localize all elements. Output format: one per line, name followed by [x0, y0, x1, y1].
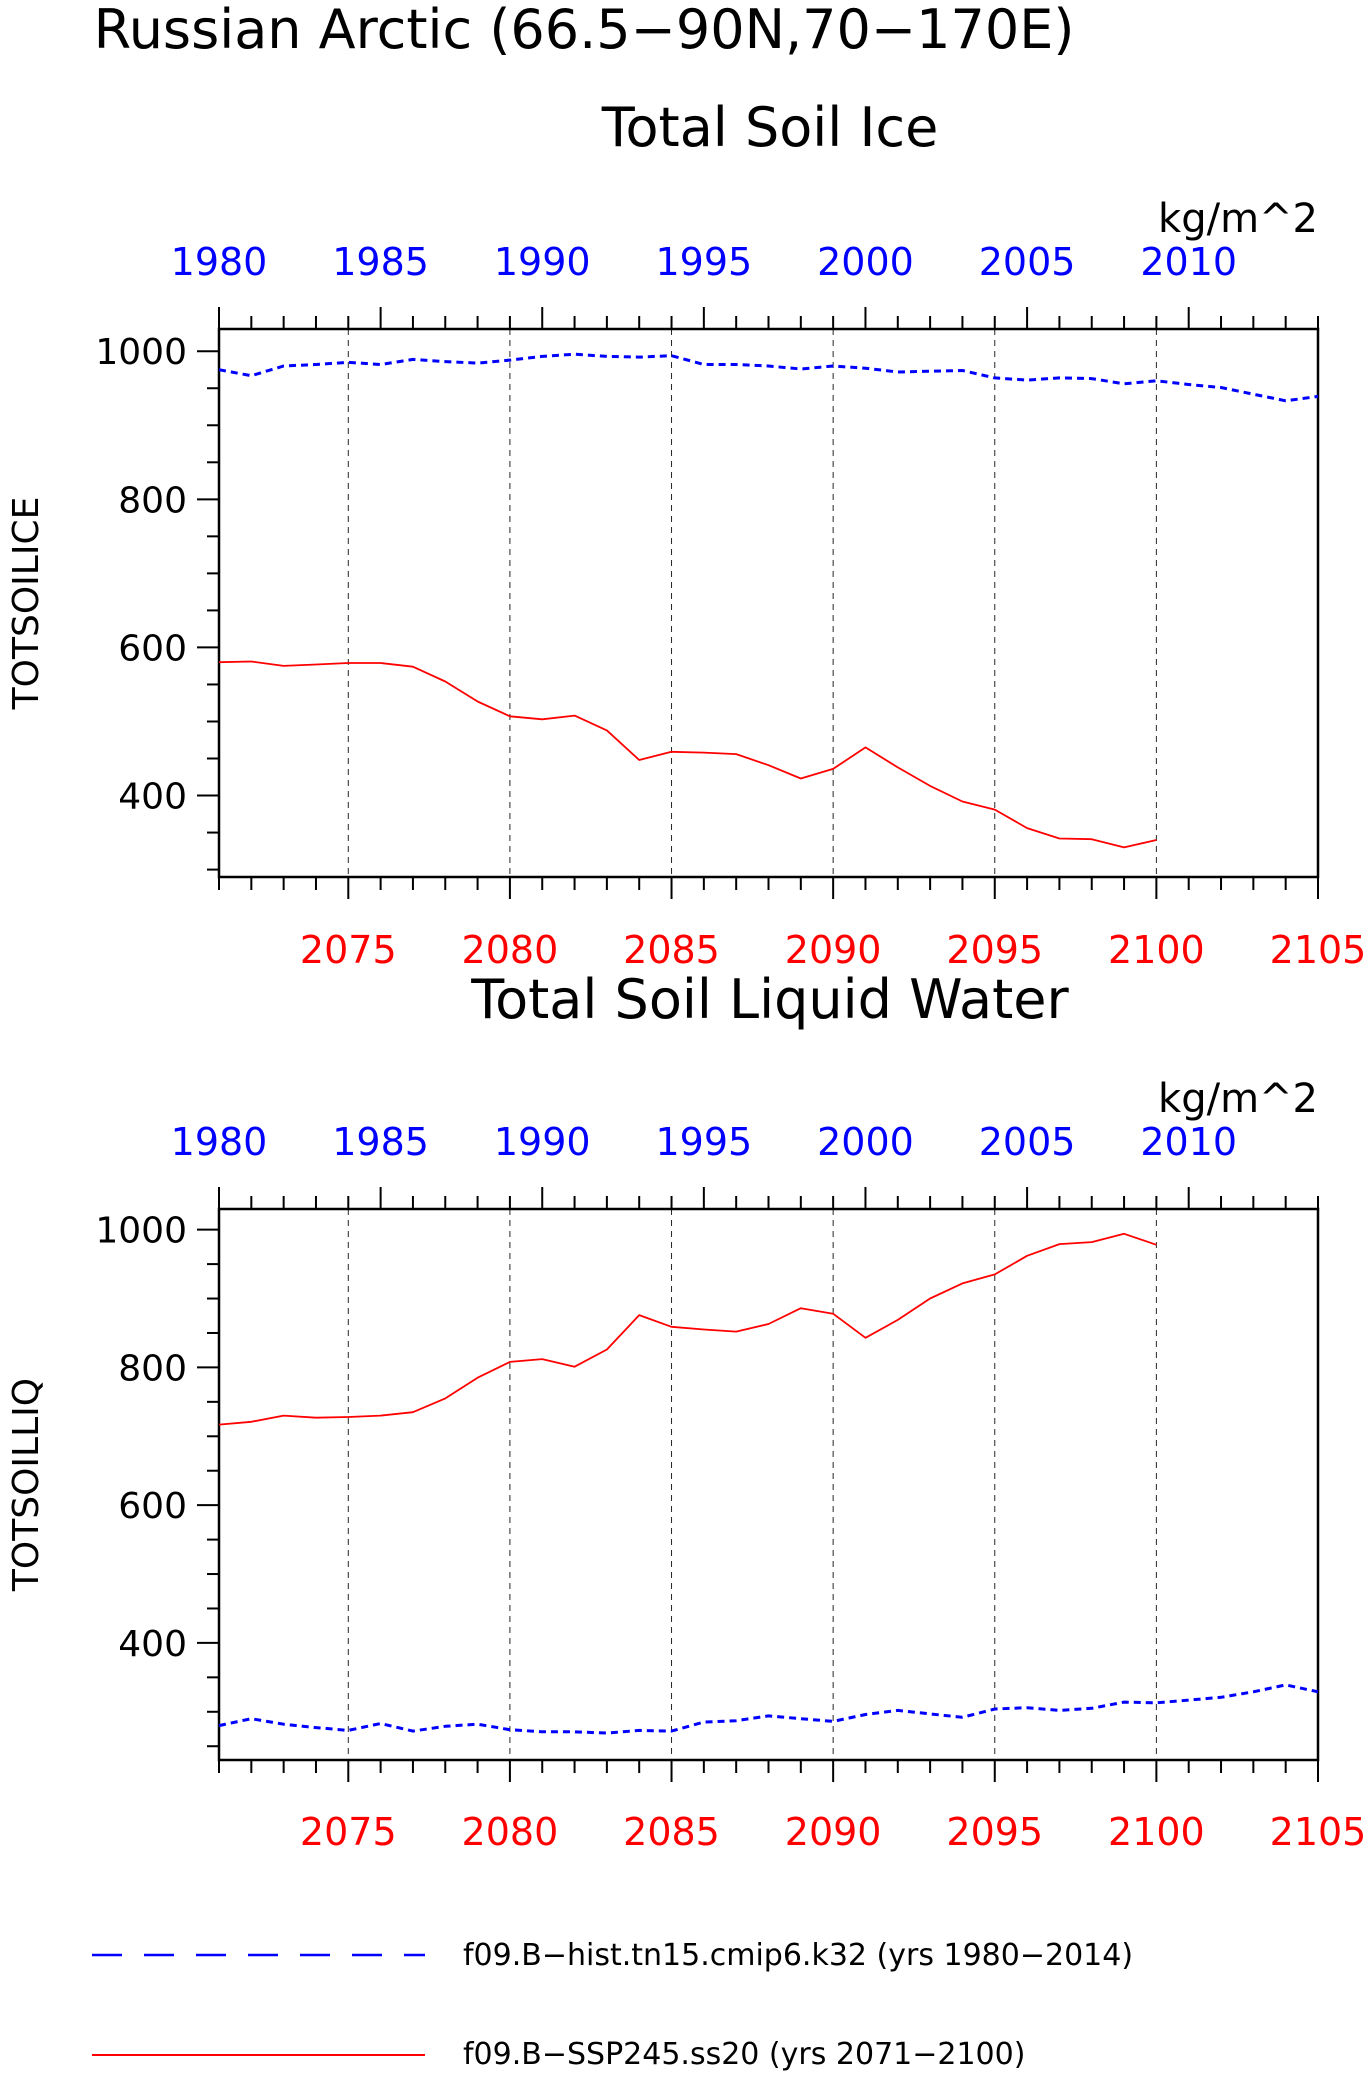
top-tick-label: 2005: [979, 240, 1076, 284]
top-tick-label: 1990: [494, 240, 591, 284]
bottom-tick-label: 2075: [300, 928, 397, 972]
bottom-tick-label: 2090: [785, 1810, 882, 1854]
chart-panel-2: Total Soil Liquid Water kg/m^2 TOTSOILLIQ 2…: [6, 968, 1366, 1854]
chart-title: Total Soil Ice: [601, 96, 939, 159]
top-tick-label: 1995: [655, 1120, 752, 1164]
top-tick-label: 1980: [171, 1120, 268, 1164]
top-tick-label: 2010: [1140, 1120, 1237, 1164]
bottom-tick-label: 2100: [1108, 928, 1205, 972]
legend-ssp-label: f09.B−SSP245.ss20 (yrs 2071−2100): [463, 2037, 1025, 2072]
bottom-tick-label: 2095: [946, 928, 1043, 972]
y-tick-label: 400: [118, 777, 187, 818]
legend: f09.B−hist.tn15.cmip6.k32 (yrs 1980−2014…: [92, 1938, 1133, 2072]
top-tick-label: 2005: [979, 1120, 1076, 1164]
bottom-tick-label: 2085: [623, 1810, 720, 1854]
top-tick-label: 2000: [817, 1120, 914, 1164]
top-tick-label: 1985: [332, 1120, 429, 1164]
chart-panel-1: Total Soil Ice kg/m^2 TOTSOILICE 2075 2080 20…: [6, 96, 1366, 972]
bottom-tick-label: 2080: [462, 1810, 559, 1854]
bottom-tick-label: 2105: [1270, 928, 1367, 972]
top-tick-label: 2000: [817, 240, 914, 284]
units-label: kg/m^2: [1158, 1076, 1318, 1122]
top-tick-label: 1995: [655, 240, 752, 284]
plot-frame: [217, 1207, 1320, 1762]
bottom-tick-label: 2105: [1270, 1810, 1367, 1854]
bottom-tick-label: 2075: [300, 1810, 397, 1854]
bottom-tick-label: 2100: [1108, 1810, 1205, 1854]
y-axis-label: TOTSOILLIQ: [6, 1378, 47, 1592]
y-tick-label: 400: [118, 1624, 187, 1665]
series-line-ssp: [218, 660, 1157, 849]
chart-panels: Total Soil Ice kg/m^2 TOTSOILICE 2075 2080 20…: [6, 96, 1366, 1854]
units-label: kg/m^2: [1158, 196, 1318, 242]
y-tick-label: 600: [118, 628, 187, 669]
main-title: Russian Arctic (66.5−90N,70−170E): [94, 0, 1075, 61]
series-line-hist: [218, 352, 1319, 403]
bottom-tick-label: 2080: [462, 928, 559, 972]
bottom-tick-label: 2085: [623, 928, 720, 972]
legend-hist-label: f09.B−hist.tn15.cmip6.k32 (yrs 1980−2014…: [463, 1938, 1133, 1973]
y-axis-label: TOTSOILICE: [6, 497, 47, 711]
top-tick-label: 2010: [1140, 240, 1237, 284]
series-line-ssp: [218, 1232, 1157, 1426]
bottom-tick-label: 2095: [946, 1810, 1043, 1854]
chart-title: Total Soil Liquid Water: [470, 968, 1069, 1031]
top-tick-label: 1980: [171, 240, 268, 284]
y-tick-label: 800: [118, 1348, 187, 1389]
y-tick-label: 600: [118, 1486, 187, 1527]
series-line-hist: [218, 1683, 1319, 1735]
top-tick-label: 1985: [332, 240, 429, 284]
y-tick-label: 1000: [95, 1211, 187, 1252]
bottom-tick-label: 2090: [785, 928, 882, 972]
top-tick-label: 1990: [494, 1120, 591, 1164]
y-tick-label: 1000: [95, 332, 187, 373]
y-tick-label: 800: [118, 480, 187, 521]
plot-frame: [217, 327, 1320, 879]
